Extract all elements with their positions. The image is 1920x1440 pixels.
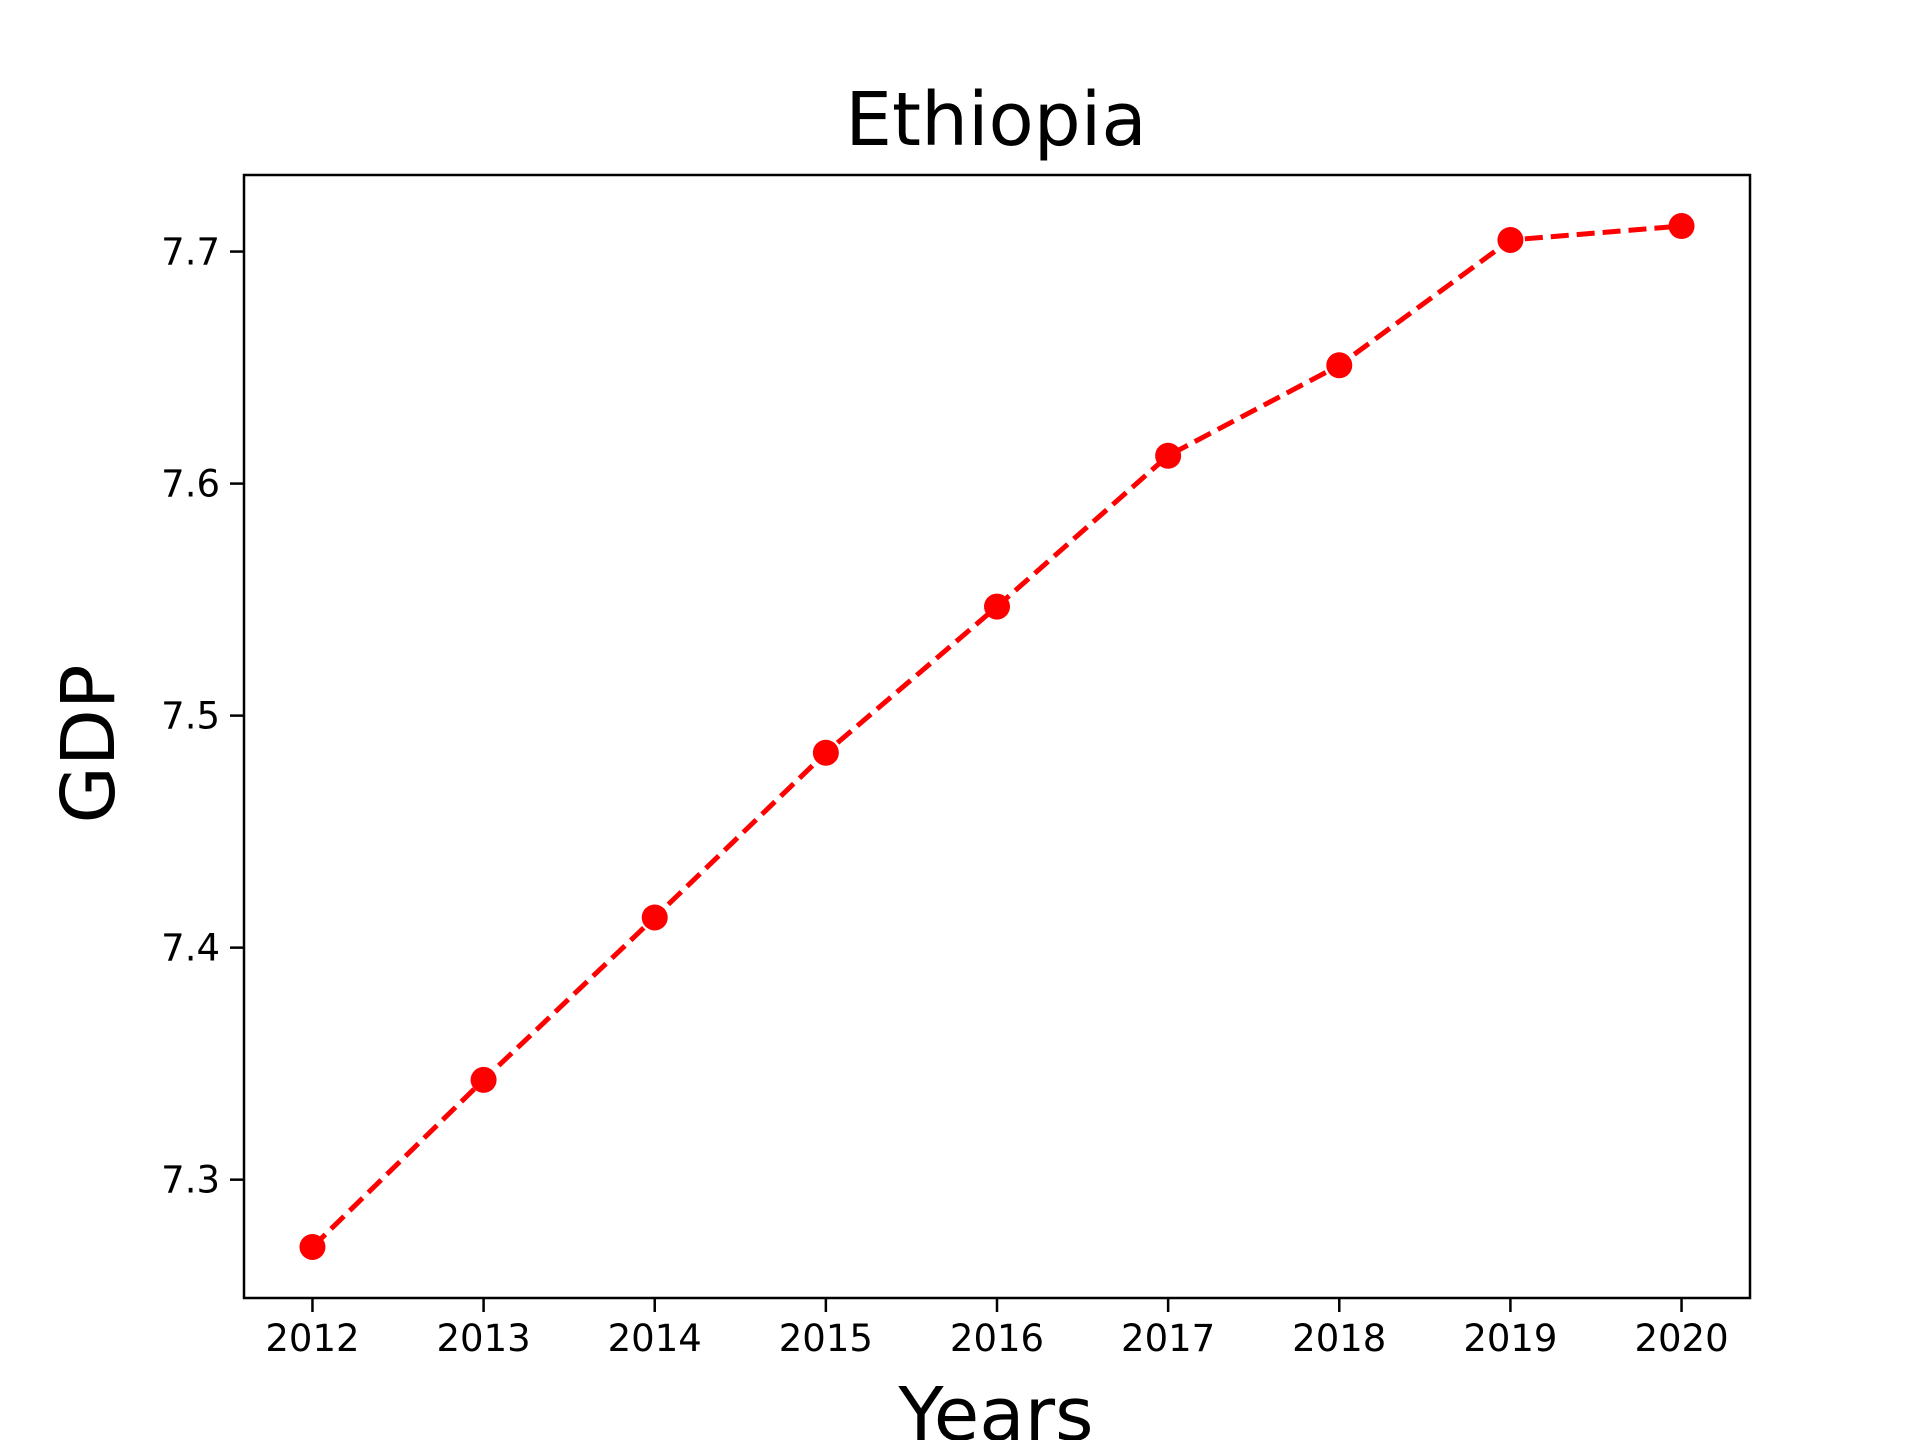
y-axis-label: GDP [46, 665, 132, 824]
x-tick-label: 2016 [950, 1317, 1044, 1360]
data-point [812, 739, 839, 766]
y-tick-label: 7.5 [161, 695, 220, 738]
data-point [984, 593, 1010, 620]
x-tick-label: 2013 [437, 1317, 531, 1360]
data-point [641, 904, 668, 931]
x-axis-label: Years [897, 1372, 1093, 1440]
data-point [1668, 213, 1695, 240]
x-tick-label: 2014 [608, 1317, 702, 1360]
y-tick-label: 7.3 [161, 1159, 220, 1202]
chart-title: Ethiopia [845, 77, 1146, 163]
x-tick-label: 2019 [1463, 1317, 1557, 1360]
plot-frame [242, 173, 1752, 1300]
data-point [1326, 352, 1353, 379]
x-tick-label: 2015 [779, 1317, 873, 1360]
data-point [470, 1066, 497, 1093]
data-point [1497, 226, 1524, 253]
data-point [299, 1233, 326, 1260]
y-axis-label-group: GDP [46, 665, 132, 824]
series-line [310, 223, 1682, 1249]
y-tick-label: 7.7 [161, 231, 220, 274]
x-tick-label: 2017 [1121, 1317, 1215, 1360]
data-point [1155, 442, 1182, 469]
plot-area [299, 213, 1695, 1260]
x-tick-label: 2012 [265, 1317, 359, 1360]
x-tick-label: 2018 [1292, 1317, 1386, 1360]
ticks-layer: 2012 2013 2014 2015 2016 2017 2018 2019 2020 7.3 7… [161, 231, 1728, 1360]
x-tick-label: 2020 [1634, 1317, 1728, 1360]
y-tick-label: 7.6 [161, 463, 220, 506]
y-tick-label: 7.4 [161, 927, 220, 970]
